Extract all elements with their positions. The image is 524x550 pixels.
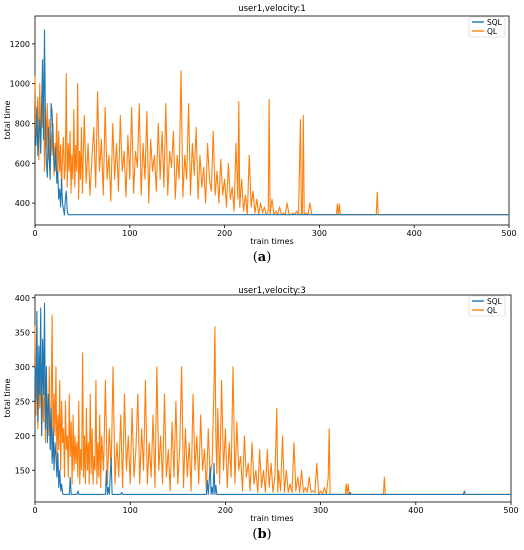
chart-b-series-sql-line bbox=[34, 302, 511, 495]
chart-b-y-tick-label: 400 bbox=[15, 294, 30, 303]
chart-b-caption: (b) bbox=[252, 527, 271, 542]
chart-a: user1,velocity:1 0 100 200 300 400 500 400 600… bbox=[3, 4, 517, 265]
chart-a-xlabel: train times bbox=[250, 237, 293, 246]
chart-a-y-tick-label: 1000 bbox=[10, 80, 30, 89]
chart-a-legend-sql-label: SQL bbox=[487, 18, 503, 27]
chart-a-title: user1,velocity:1 bbox=[238, 4, 306, 14]
chart-b-xlabel: train times bbox=[250, 514, 293, 523]
chart-a-y-tick-label: 800 bbox=[15, 119, 30, 128]
chart-b-x-tick-label: 100 bbox=[123, 506, 138, 515]
chart-a-y-ticks: 400 600 800 1000 1200 bbox=[10, 40, 35, 208]
chart-a-series bbox=[34, 29, 509, 216]
chart-b: user1,velocity:3 0 100 200 300 400 500 150 200… bbox=[3, 286, 519, 542]
chart-b-y-tick-label: 250 bbox=[15, 397, 30, 406]
chart-a-x-tick-label: 100 bbox=[122, 229, 137, 238]
chart-b-y-ticks: 150 200 250 300 350 400 bbox=[15, 294, 35, 475]
chart-a-x-tick-label: 400 bbox=[407, 229, 422, 238]
chart-a-x-tick-label: 200 bbox=[217, 229, 232, 238]
chart-b-series-ql-line bbox=[34, 314, 511, 495]
chart-b-legend: SQL QL bbox=[468, 295, 506, 317]
chart-b-x-tick-label: 300 bbox=[313, 506, 328, 515]
chart-b-y-tick-label: 300 bbox=[15, 363, 30, 372]
chart-b-legend-sql-label: SQL bbox=[487, 297, 503, 306]
chart-a-x-ticks: 0 100 200 300 400 500 bbox=[32, 225, 517, 238]
chart-b-series bbox=[34, 302, 511, 495]
chart-a-ylabel: total time bbox=[3, 100, 12, 139]
chart-a-caption: (a) bbox=[253, 250, 272, 265]
chart-b-legend-ql-label: QL bbox=[487, 306, 498, 315]
chart-a-x-tick-label: 0 bbox=[32, 229, 37, 238]
chart-a-x-tick-label: 500 bbox=[501, 229, 516, 238]
chart-b-x-ticks: 0 100 200 300 400 500 bbox=[32, 502, 519, 515]
chart-b-x-tick-label: 500 bbox=[503, 506, 518, 515]
chart-b-ylabel: total time bbox=[3, 378, 12, 417]
chart-b-y-tick-label: 200 bbox=[15, 432, 30, 441]
chart-b-x-tick-label: 200 bbox=[218, 506, 233, 515]
chart-b-x-tick-label: 400 bbox=[408, 506, 423, 515]
chart-a-series-ql-line bbox=[34, 70, 509, 216]
chart-a-x-tick-label: 300 bbox=[312, 229, 327, 238]
chart-b-y-tick-label: 150 bbox=[15, 466, 30, 475]
chart-a-series-sql-line bbox=[34, 29, 509, 216]
chart-a-y-tick-label: 600 bbox=[15, 159, 30, 168]
chart-a-y-tick-label: 1200 bbox=[10, 40, 30, 49]
chart-b-x-tick-label: 0 bbox=[32, 506, 37, 515]
chart-b-title: user1,velocity:3 bbox=[238, 286, 306, 296]
chart-a-plot-area bbox=[34, 15, 510, 226]
chart-a-legend: SQL QL bbox=[468, 16, 506, 38]
chart-b-y-tick-label: 350 bbox=[15, 328, 30, 337]
chart-a-y-tick-label: 400 bbox=[15, 199, 30, 208]
chart-a-legend-ql-label: QL bbox=[487, 27, 498, 36]
